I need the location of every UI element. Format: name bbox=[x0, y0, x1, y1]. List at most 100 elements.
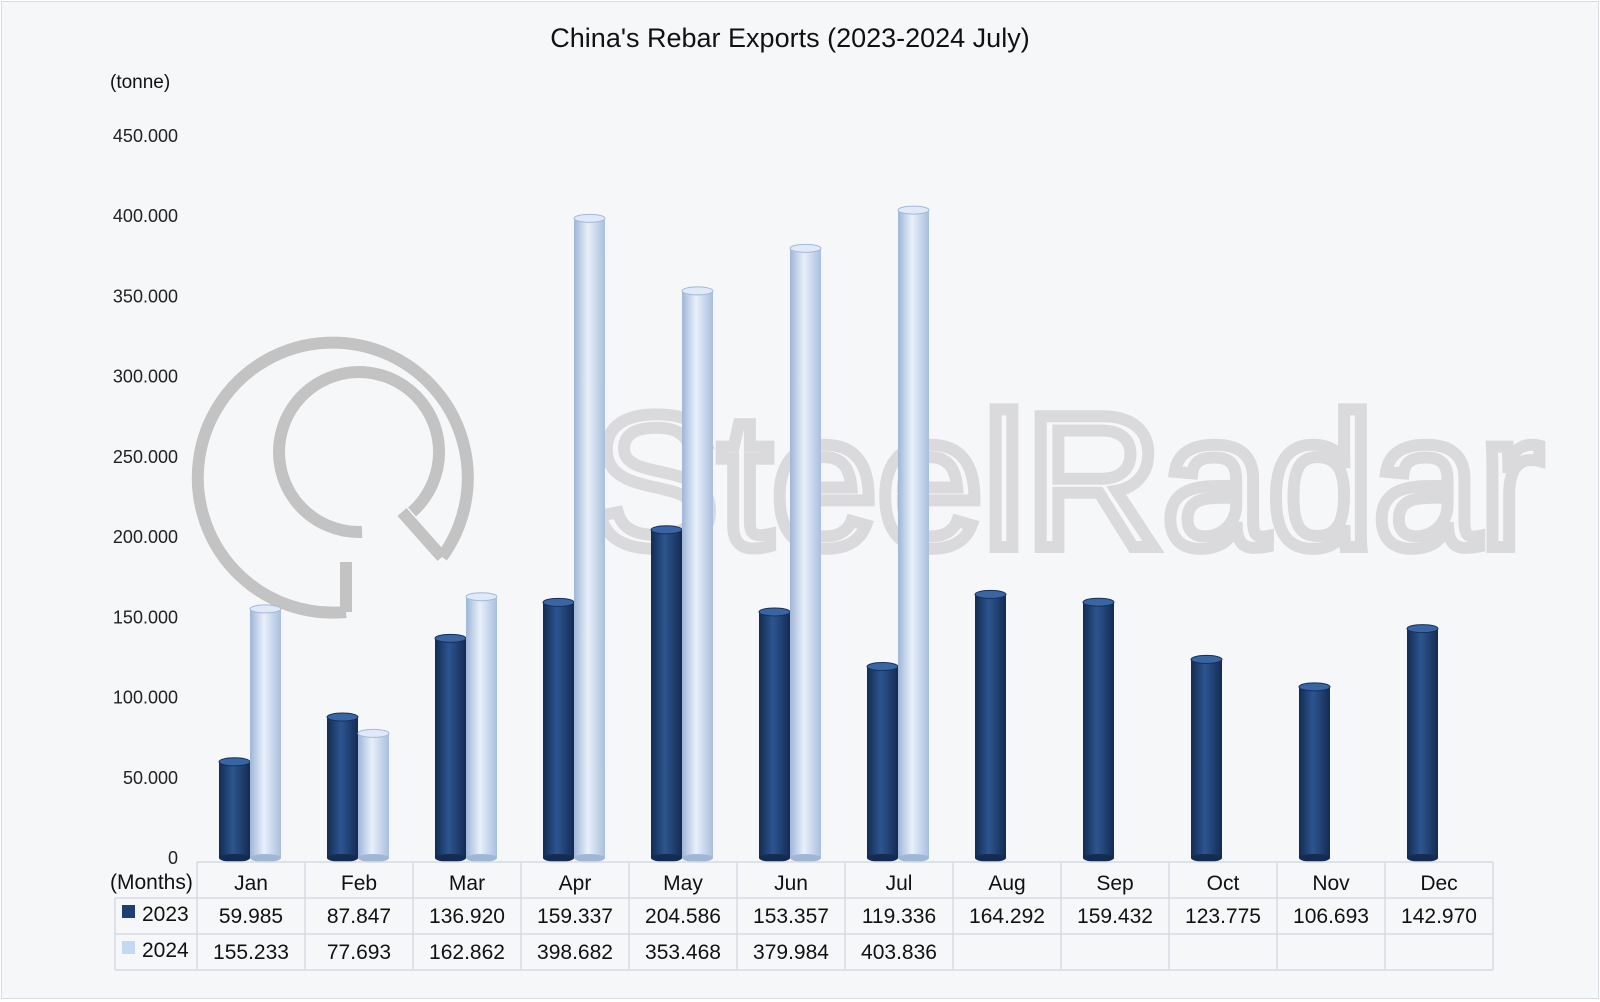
bar-cap bbox=[1406, 624, 1439, 634]
bar-base bbox=[1191, 854, 1222, 862]
x-tick-label: Nov bbox=[1312, 872, 1350, 895]
bar-cap bbox=[866, 662, 899, 672]
bar-cap bbox=[542, 597, 575, 607]
bar-2023-Jul bbox=[866, 662, 899, 862]
bar-base bbox=[682, 854, 713, 862]
bar-cap bbox=[218, 757, 251, 767]
legend-key-2023 bbox=[122, 905, 135, 918]
x-tick-label: Oct bbox=[1207, 872, 1240, 895]
legend-key-2024 bbox=[122, 941, 135, 954]
x-tick-label: Sep bbox=[1096, 872, 1133, 895]
y-tick-label: 100.000 bbox=[113, 688, 178, 708]
y-tick-label: 450.000 bbox=[113, 126, 178, 146]
y-tick-label: 400.000 bbox=[113, 206, 178, 226]
bar-body bbox=[250, 608, 281, 858]
bar-base bbox=[543, 854, 574, 862]
bar-base bbox=[898, 854, 929, 862]
data-label-2023: 159.337 bbox=[537, 905, 613, 928]
bar-base bbox=[1083, 854, 1114, 862]
bar-2023-Jan bbox=[218, 757, 251, 862]
bar-cap bbox=[465, 592, 498, 602]
bar-body bbox=[867, 666, 898, 858]
bar-cap bbox=[974, 589, 1007, 599]
legend-label-2023: 2023 bbox=[142, 903, 189, 926]
data-label-2023: 59.985 bbox=[219, 905, 283, 928]
bar-body bbox=[435, 638, 466, 858]
bar-body bbox=[358, 733, 389, 858]
bar-cap bbox=[1298, 682, 1331, 692]
y-tick-label: 0 bbox=[168, 848, 178, 868]
y-tick-label: 200.000 bbox=[113, 527, 178, 547]
x-tick-label: Dec bbox=[1420, 872, 1457, 895]
data-label-2024: 353.468 bbox=[645, 941, 721, 964]
bar-cap bbox=[789, 243, 822, 253]
bar-base bbox=[1299, 854, 1330, 862]
y-tick-label: 250.000 bbox=[113, 447, 178, 467]
bar-cap bbox=[1190, 654, 1223, 664]
bar-body bbox=[898, 210, 929, 858]
data-label-2023: 159.432 bbox=[1077, 905, 1153, 928]
bar-base bbox=[867, 854, 898, 862]
data-label-2023: 123.775 bbox=[1185, 905, 1261, 928]
bar-base bbox=[651, 854, 682, 862]
bar-2023-Sep bbox=[1082, 597, 1115, 862]
bar-base bbox=[759, 854, 790, 862]
bar-2023-Apr bbox=[542, 597, 575, 862]
bar-base bbox=[790, 854, 821, 862]
bar-cap bbox=[758, 607, 791, 617]
data-label-2023: 142.970 bbox=[1401, 905, 1477, 928]
bar-body bbox=[759, 611, 790, 858]
bar-2023-Feb bbox=[326, 712, 359, 862]
data-table-grid bbox=[114, 861, 1494, 971]
y-axis: 0 50.000 100.000 150.000 200.000 250.000 300.0… bbox=[113, 126, 178, 868]
data-label-2023: 119.336 bbox=[862, 905, 936, 928]
bar-cap bbox=[573, 213, 606, 223]
data-label-2024: 403.836 bbox=[861, 941, 937, 964]
bar-body bbox=[790, 248, 821, 858]
legend-label-2024: 2024 bbox=[142, 939, 189, 962]
bar-base bbox=[975, 854, 1006, 862]
bar-2024-Feb bbox=[357, 728, 390, 862]
y-tick-label: 150.000 bbox=[113, 607, 178, 627]
bar-cap bbox=[650, 525, 683, 535]
data-label-2024: 398.682 bbox=[537, 941, 613, 964]
data-label-2023: 136.920 bbox=[429, 905, 505, 928]
data-label-2024: 155.233 bbox=[213, 941, 289, 964]
bar-2024-Jan bbox=[249, 604, 282, 862]
bar-body bbox=[1299, 686, 1330, 858]
bar-body bbox=[682, 290, 713, 858]
y-tick-label: 350.000 bbox=[113, 286, 178, 306]
bar-body bbox=[219, 761, 250, 858]
bar-base bbox=[327, 854, 358, 862]
x-tick-label: May bbox=[663, 872, 703, 895]
bar-2024-Mar bbox=[465, 592, 498, 862]
data-label-2023: 87.847 bbox=[327, 905, 391, 928]
bar-cap bbox=[434, 633, 467, 643]
data-label-2024: 162.862 bbox=[429, 941, 505, 964]
bar-body bbox=[466, 596, 497, 858]
x-tick-label: Aug bbox=[988, 872, 1025, 895]
data-label-2023: 106.693 bbox=[1293, 905, 1369, 928]
bar-body bbox=[1407, 628, 1438, 858]
watermark: SteelRadar bbox=[191, 336, 1549, 619]
bar-base bbox=[574, 854, 605, 862]
y-tick-label: 50.000 bbox=[123, 768, 178, 788]
data-label-2024: 77.693 bbox=[327, 941, 391, 964]
bar-base bbox=[1407, 854, 1438, 862]
y-axis-unit: (tonne) bbox=[110, 72, 170, 93]
x-tick-label: Jan bbox=[234, 872, 268, 895]
x-tick-label: Jun bbox=[774, 872, 808, 895]
bar-cap bbox=[1082, 597, 1115, 607]
bar-2024-Apr bbox=[573, 213, 606, 862]
bar-body bbox=[574, 218, 605, 858]
bar-2023-Jun bbox=[758, 607, 791, 862]
bar-cap bbox=[326, 712, 359, 722]
bar-2023-Mar bbox=[434, 633, 467, 862]
data-label-2024: 379.984 bbox=[753, 941, 829, 964]
bar-body bbox=[543, 602, 574, 858]
bar-body bbox=[651, 529, 682, 858]
data-label-2023: 164.292 bbox=[969, 905, 1045, 928]
bar-cap bbox=[897, 205, 930, 215]
x-tick-label: Feb bbox=[341, 872, 377, 895]
